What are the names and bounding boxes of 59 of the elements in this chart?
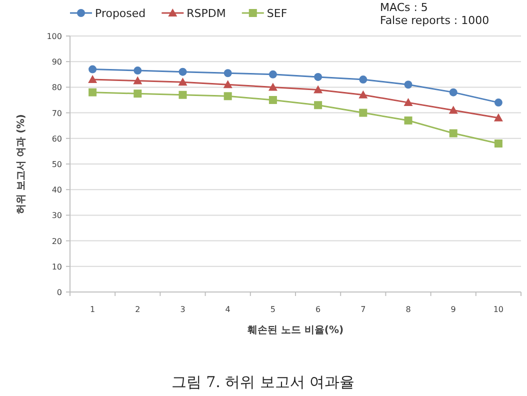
y-tick-label: 20 — [52, 236, 62, 246]
legend-label: SEF — [266, 7, 288, 20]
point — [178, 68, 187, 76]
point — [88, 65, 97, 74]
text: False reports : 1000 — [380, 14, 490, 27]
y-tick-label: 70 — [52, 108, 62, 118]
y-tick-label: 0 — [56, 288, 62, 297]
caption: 그림 7. 허위 보고서 여과율 — [171, 373, 355, 391]
y-axis-title: 허위 보고서 여과 (%) — [16, 114, 27, 214]
point — [223, 80, 232, 88]
x-tick-label: 10 — [493, 305, 504, 314]
point — [359, 76, 368, 84]
y-tick-label: 50 — [52, 160, 62, 169]
y-tick-label: 60 — [52, 134, 62, 144]
y-tick-label: 10 — [52, 262, 62, 272]
legend-label: Proposed — [95, 7, 146, 20]
point — [178, 78, 188, 86]
point — [449, 88, 458, 96]
y-tick-label: 100 — [46, 32, 62, 41]
point — [224, 69, 232, 78]
point — [314, 85, 323, 94]
point — [359, 108, 368, 117]
point — [494, 113, 503, 122]
point — [314, 101, 322, 110]
x-tick-label: 8 — [406, 305, 411, 314]
point — [268, 96, 277, 104]
point — [494, 140, 502, 148]
point — [358, 90, 368, 98]
y-tick-label: 30 — [52, 211, 62, 220]
point — [404, 98, 413, 106]
point — [494, 98, 502, 107]
point — [178, 90, 187, 99]
x-tick-label: 5 — [270, 305, 276, 314]
point — [88, 88, 97, 96]
point — [449, 129, 458, 138]
point — [268, 82, 278, 91]
x-tick-label: 7 — [360, 305, 366, 314]
point — [448, 106, 458, 114]
point — [133, 76, 142, 84]
point — [404, 80, 412, 89]
y-tick-label: 90 — [52, 58, 62, 67]
x-tick-label: 1 — [90, 305, 96, 314]
legend-label: RSPDM — [186, 7, 226, 20]
x-tick-label: 4 — [225, 305, 230, 314]
point — [314, 72, 322, 81]
point — [404, 116, 412, 124]
x-tick-label: 6 — [316, 305, 321, 314]
point — [134, 90, 142, 98]
point — [224, 92, 232, 100]
point — [268, 70, 277, 78]
x-tick-label: 9 — [450, 305, 456, 314]
y-tick-label: 80 — [52, 83, 62, 92]
x-tick-label: 2 — [135, 305, 140, 314]
point — [88, 75, 98, 84]
point — [134, 66, 142, 75]
y-tick-label: 40 — [52, 186, 62, 195]
text: MACs : 5 — [380, 1, 428, 14]
x-tick-label: 3 — [180, 305, 186, 314]
x-axis-title: 훼손된 노드 비율(%) — [247, 325, 344, 336]
